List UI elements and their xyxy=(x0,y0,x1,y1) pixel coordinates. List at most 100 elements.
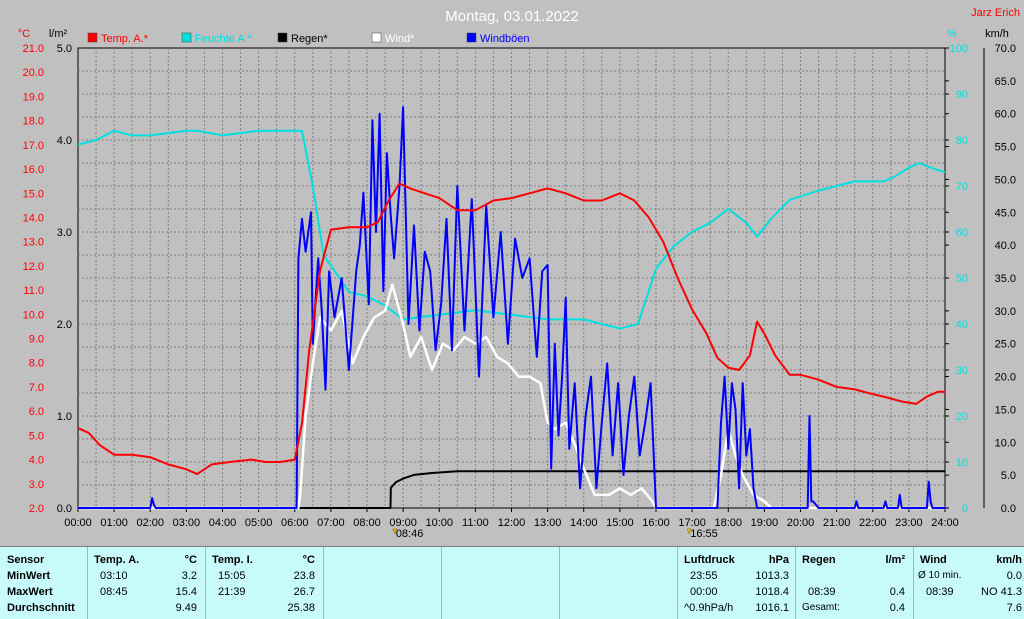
wind-header: Wind xyxy=(920,554,947,566)
wind-tick-label: 65.0 xyxy=(995,76,1016,88)
legend-label: Windböen xyxy=(480,33,530,45)
x-tick-label: 06:00 xyxy=(281,517,309,529)
temp-tick-label: 21.0 xyxy=(23,43,44,55)
x-tick-label: 02:00 xyxy=(136,517,164,529)
wind-avg: 7.6 xyxy=(1006,602,1022,614)
empty-column-3 xyxy=(560,547,678,619)
luftdruck-max-time: 00:00 xyxy=(690,586,718,598)
sun-marker-icon xyxy=(686,528,692,535)
legend-label: Wind* xyxy=(385,33,415,45)
chart-grid xyxy=(77,47,946,509)
luftdruck-unit: hPa xyxy=(768,554,789,566)
legend-label: Feuchte A.* xyxy=(195,33,253,45)
x-tick-label: 21:00 xyxy=(823,517,851,529)
luftdruck-max-val: 1018.4 xyxy=(755,586,789,598)
x-tick-label: 15:00 xyxy=(606,517,634,529)
rain-tick-label: 0.0 xyxy=(57,503,72,515)
wind-tick-label: 70.0 xyxy=(995,43,1016,55)
temp-tick-label: 14.0 xyxy=(23,212,44,224)
luftdruck-header: Luftdruck xyxy=(684,554,735,566)
wind-tick-label: 40.0 xyxy=(995,240,1016,252)
temp-tick-label: 4.0 xyxy=(29,455,44,467)
chart-series xyxy=(77,106,946,510)
sensor-column: Sensor MinWert MaxWert Durchschnitt xyxy=(0,547,88,619)
temp-tick-label: 3.0 xyxy=(29,479,44,491)
temp-a-max-val: 15.4 xyxy=(175,586,197,598)
legend-swatch xyxy=(181,32,192,43)
wind-unit: km/h xyxy=(996,554,1022,566)
regen-max-time: 08:39 xyxy=(808,586,836,598)
temp-tick-label: 8.0 xyxy=(29,358,44,370)
x-tick-label: 13:00 xyxy=(534,517,562,529)
temp-tick-label: 11.0 xyxy=(23,285,44,297)
x-tick-label: 12:00 xyxy=(498,517,526,529)
humidity-tick-label: 60 xyxy=(956,227,968,239)
temp-a-header: Temp. A. xyxy=(94,554,140,566)
rain-tick-label: 1.0 xyxy=(57,411,72,423)
temp-tick-label: 20.0 xyxy=(23,67,44,79)
temp-i-unit: °C xyxy=(302,554,315,566)
temp-unit-label: °C xyxy=(18,28,30,40)
chart-axes: 21.0 20.0 19.0 18.0 17.0 16.0 15.0 14.0 13.0 12.0… xyxy=(23,43,1016,529)
x-tick-label: 11:00 xyxy=(462,517,489,529)
legend-swatch xyxy=(87,32,98,43)
legend-swatch xyxy=(277,32,288,43)
luftdruck-column: Luftdruck hPa 23:55 1013.3 00:00 1018.4 … xyxy=(678,547,796,619)
sun-marker-label: 16:55 xyxy=(690,528,718,540)
luftdruck-min-val: 1013.3 xyxy=(755,570,789,582)
x-tick-label: 07:00 xyxy=(317,517,345,529)
temp-tick-label: 19.0 xyxy=(23,91,44,103)
humidity-tick-label: 50 xyxy=(956,273,968,285)
humidity-tick-label: 10 xyxy=(956,457,968,469)
wind-tick-label: 55.0 xyxy=(995,142,1016,154)
wind-tick-label: 30.0 xyxy=(995,306,1016,318)
regen-total: 0.4 xyxy=(889,602,905,614)
temp-tick-label: 16.0 xyxy=(23,164,44,176)
humidity-tick-label: 20 xyxy=(956,411,968,423)
regen-column: Regen l/m² 08:39 0.4 Gesamt: 0.4 xyxy=(796,547,914,619)
temp-tick-label: 10.0 xyxy=(23,309,44,321)
rain-tick-label: 3.0 xyxy=(57,227,72,239)
temp-tick-label: 12.0 xyxy=(23,261,44,273)
statistics-table: Sensor MinWert MaxWert Durchschnitt Temp… xyxy=(0,546,1024,619)
author-label: Jarz Erich xyxy=(971,7,1020,19)
temp-tick-label: 6.0 xyxy=(29,406,44,418)
wind-max-time: 08:39 xyxy=(926,586,954,598)
temp-a-avg: 9.49 xyxy=(175,602,197,614)
wind-min-val: 0.0 xyxy=(1006,570,1022,582)
series-line-regen xyxy=(78,470,945,509)
wind-tick-label: 15.0 xyxy=(995,404,1016,416)
temp-tick-label: 18.0 xyxy=(23,116,44,128)
humidity-tick-label: 100 xyxy=(950,43,968,55)
sun-marker-label: 08:46 xyxy=(396,528,424,540)
regen-header: Regen xyxy=(802,554,836,566)
humidity-tick-label: 40 xyxy=(956,319,968,331)
wind-tick-label: 50.0 xyxy=(995,174,1016,186)
luftdruck-trend: ^0.9hPa/h xyxy=(684,602,734,614)
legend-swatch xyxy=(371,32,382,43)
humidity-tick-label: 0 xyxy=(962,503,968,515)
x-tick-label: 05:00 xyxy=(245,517,273,529)
minwert-label: MinWert xyxy=(7,570,51,582)
x-tick-label: 09:00 xyxy=(389,517,417,529)
wind-tick-label: 45.0 xyxy=(995,207,1016,219)
empty-column-1 xyxy=(324,547,442,619)
x-tick-label: 24:00 xyxy=(931,517,959,529)
wind-unit-label: km/h xyxy=(985,28,1009,40)
durchschnitt-label: Durchschnitt xyxy=(7,602,75,614)
temp-i-avg: 25.38 xyxy=(287,602,315,614)
temp-i-max-val: 26.7 xyxy=(293,586,315,598)
wind-tick-label: 0.0 xyxy=(1001,503,1016,515)
luftdruck-min-time: 23:55 xyxy=(690,570,718,582)
x-tick-label: 22:00 xyxy=(859,517,887,529)
temp-a-min-val: 3.2 xyxy=(181,570,197,582)
humidity-tick-label: 70 xyxy=(956,181,968,193)
x-tick-label: 08:00 xyxy=(353,517,381,529)
x-tick-label: 23:00 xyxy=(895,517,923,529)
rain-tick-label: 2.0 xyxy=(57,319,72,331)
legend-label: Temp. A.* xyxy=(101,33,149,45)
regen-unit: l/m² xyxy=(885,554,905,566)
temp-tick-label: 2.0 xyxy=(29,503,44,515)
x-tick-label: 14:00 xyxy=(570,517,598,529)
humidity-tick-label: 90 xyxy=(956,89,968,101)
